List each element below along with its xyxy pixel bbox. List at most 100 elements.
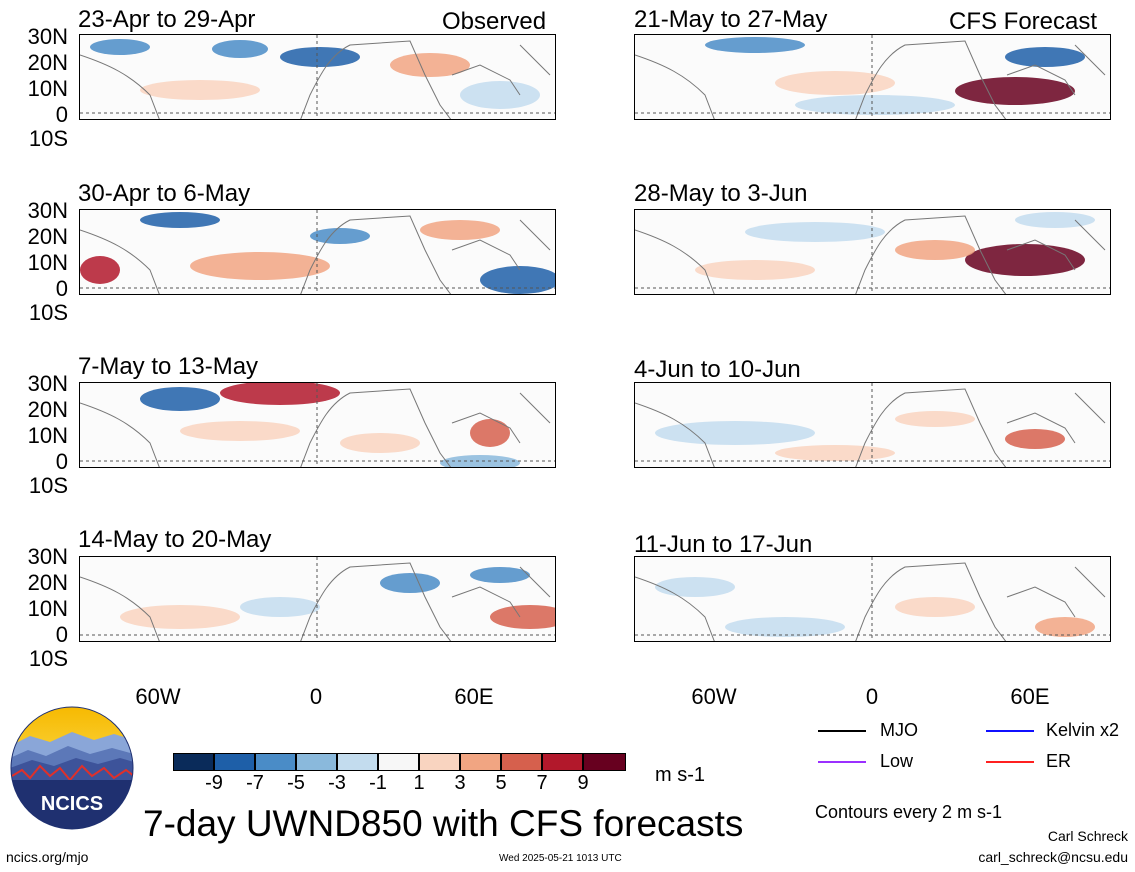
map-panel-left-4 (79, 556, 556, 642)
panel-title-left-2: 30-Apr to 6-May (78, 180, 251, 207)
ncics-logo: NCICS (10, 706, 134, 830)
wind-anomaly-shading (440, 455, 520, 467)
map-panel-right-3 (634, 382, 1111, 468)
footer-email[interactable]: carl_schreck@ncsu.edu (978, 849, 1128, 865)
wind-anomaly-shading (310, 228, 370, 244)
lat-label: 0 (55, 622, 68, 647)
legend-er-line (986, 761, 1034, 763)
wind-anomaly-shading (480, 266, 555, 294)
lon-label: 0 (309, 684, 323, 709)
wind-anomaly-shading (695, 260, 815, 280)
lat-label: 10S (28, 473, 68, 498)
lat-label: 20N (27, 224, 68, 249)
wind-anomaly-shading (340, 433, 420, 453)
legend-mjo-label: MJO (880, 720, 918, 740)
wind-anomaly-shading (120, 605, 240, 629)
panel-title-right-3: 4-Jun to 10-Jun (634, 356, 801, 383)
wind-anomaly-shading (470, 567, 530, 583)
legend-kelvin-label: Kelvin x2 (1046, 720, 1120, 740)
lat-label: 30N (27, 24, 68, 49)
colorbar-tick: 5 (495, 772, 507, 794)
wind-anomaly-shading (470, 419, 510, 447)
wind-anomaly-shading (490, 605, 555, 629)
wind-anomaly-shading (460, 81, 540, 109)
lat-label: 20N (27, 50, 68, 75)
lat-label: 10S (28, 300, 68, 325)
wind-anomaly-shading (775, 71, 895, 95)
map-panel-left-1 (79, 34, 556, 120)
panel-title-left-3: 7-May to 13-May (78, 353, 259, 380)
wind-anomaly-shading (380, 573, 440, 593)
wind-anomaly-shading (955, 77, 1075, 105)
wind-anomaly-shading (420, 220, 500, 240)
footer-url[interactable]: ncics.org/mjo (6, 849, 89, 865)
colorbar-cell (542, 753, 583, 771)
wind-anomaly-shading (80, 256, 120, 284)
lat-label: 30N (27, 198, 68, 223)
wind-anomaly-shading (390, 53, 470, 77)
colorbar-cell (255, 753, 296, 771)
colorbar-cell (460, 753, 501, 771)
lon-label: 60E (1010, 684, 1050, 709)
colorbar-cell (173, 753, 214, 771)
coastline (80, 388, 551, 467)
lon-label: 60W (135, 684, 181, 709)
wind-anomaly-shading (1035, 617, 1095, 637)
colorbar-tick: -3 (328, 772, 346, 794)
lat-label: 0 (55, 276, 68, 301)
panel-title-right-2: 28-May to 3-Jun (634, 180, 808, 207)
wind-anomaly-shading (895, 411, 975, 427)
wind-anomaly-shading (190, 252, 330, 280)
lat-label: 30N (27, 544, 68, 569)
legend-low-line (818, 761, 866, 763)
wind-anomaly-shading (220, 383, 340, 405)
wind-anomaly-shading (745, 222, 885, 242)
wind-anomaly-shading (895, 597, 975, 617)
colorbar-cell (583, 753, 626, 771)
colorbar-cell (419, 753, 460, 771)
colorbar-tick: 3 (454, 772, 466, 794)
colorbar-cell (378, 753, 419, 771)
lat-label: 0 (55, 449, 68, 474)
colorbar-cell (337, 753, 378, 771)
lon-label: 60W (691, 684, 737, 709)
lat-label: 10S (28, 646, 68, 671)
lat-label: 20N (27, 397, 68, 422)
lat-label: 10N (27, 423, 68, 448)
wind-anomaly-shading (140, 387, 220, 411)
coastline (635, 388, 1106, 467)
colorbar-tick: 7 (536, 772, 548, 794)
colorbar-tick: -9 (205, 772, 223, 794)
colorbar-cell (296, 753, 337, 771)
panel-title-left-4: 14-May to 20-May (78, 526, 272, 553)
map-panel-right-4 (634, 556, 1111, 642)
wind-anomaly-shading (1005, 429, 1065, 449)
colorbar-tick: -5 (287, 772, 305, 794)
lat-label: 10N (27, 76, 68, 101)
wind-anomaly-shading (1015, 212, 1095, 228)
lat-label: 10N (27, 250, 68, 275)
panel-title-right-4: 11-Jun to 17-Jun (634, 531, 813, 558)
wind-anomaly-shading (795, 95, 955, 115)
panel-title-left-1: 23-Apr to 29-Apr (78, 6, 256, 33)
legend-kelvin-line (986, 730, 1034, 732)
lat-label: 30N (27, 371, 68, 396)
colorbar-tick: -1 (369, 772, 387, 794)
legend-er-label: ER (1046, 751, 1072, 771)
coastline (80, 215, 551, 294)
map-panel-left-3 (79, 382, 556, 468)
panel-title-right-1: 21-May to 27-May (634, 6, 828, 33)
map-panel-right-1 (634, 34, 1111, 120)
lat-label: 10N (27, 596, 68, 621)
wind-anomaly-shading (965, 244, 1085, 276)
wind-anomaly-shading (140, 212, 220, 228)
lat-label: 20N (27, 570, 68, 595)
observed-label: Observed (442, 8, 547, 35)
wind-anomaly-shading (90, 39, 150, 55)
lon-label: 0 (865, 684, 879, 709)
wind-anomaly-shading (180, 421, 300, 441)
forecast-label: CFS Forecast (949, 8, 1098, 35)
colorbar-tick: -7 (246, 772, 264, 794)
footer-timestamp: Wed 2025-05-21 1013 UTC (499, 853, 622, 864)
map-panel-right-2 (634, 209, 1111, 295)
